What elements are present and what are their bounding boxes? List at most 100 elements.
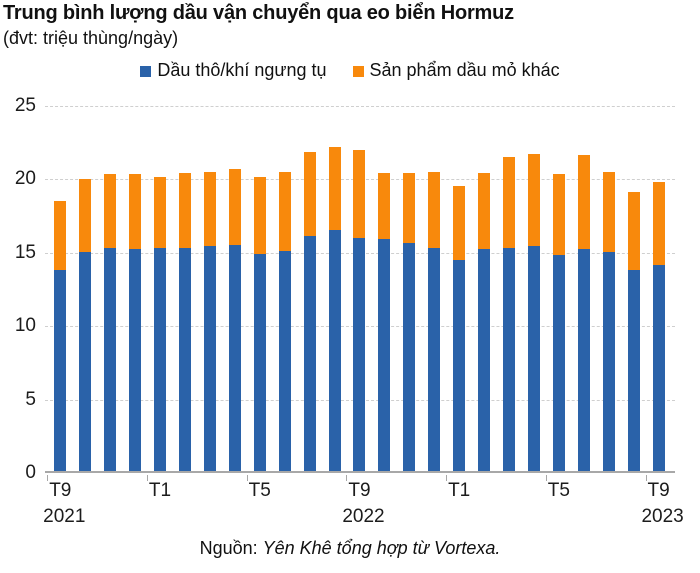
bar-T3/2023 bbox=[503, 156, 516, 471]
x-axis-label-year: 2022 bbox=[342, 506, 385, 527]
x-axis-label-year: 2021 bbox=[43, 506, 86, 527]
chart-legend: Dầu thô/khí ngưng tụ Sản phẩm dầu mỏ khá… bbox=[0, 60, 700, 81]
x-axis-tick bbox=[47, 475, 49, 481]
bar-T7/2022 bbox=[303, 152, 316, 471]
x-axis-label-month: T1 bbox=[448, 480, 471, 501]
x-axis-label-month: T1 bbox=[148, 480, 172, 501]
bar-T10/2021 bbox=[79, 178, 92, 471]
bar-segment-crude bbox=[278, 250, 291, 471]
bar-segment-crude bbox=[527, 246, 540, 471]
bar-segment-crude bbox=[652, 265, 665, 471]
y-axis-label-10: 10 bbox=[14, 315, 36, 337]
legend-item-products: Sản phẩm dầu mỏ khác bbox=[352, 60, 560, 81]
bar-segment-products bbox=[228, 168, 241, 245]
y-axis-label-25: 25 bbox=[14, 95, 36, 116]
bar-T2/2022 bbox=[178, 173, 191, 471]
bar-segment-products bbox=[403, 173, 416, 244]
bar-T9/2022 bbox=[353, 149, 366, 471]
bar-T12/2021 bbox=[129, 174, 142, 471]
bar-segment-crude bbox=[503, 247, 516, 471]
bar-segment-crude bbox=[79, 252, 92, 471]
x-axis-label-month: T9 bbox=[647, 480, 670, 501]
bar-segment-crude bbox=[478, 249, 491, 471]
bar-segment-products bbox=[552, 174, 565, 256]
bar-segment-products bbox=[54, 200, 67, 270]
source-prefix: Nguồn: bbox=[199, 538, 263, 558]
bar-T11/2022 bbox=[403, 173, 416, 471]
x-axis-tick bbox=[446, 475, 448, 481]
bar-segment-crude bbox=[154, 247, 167, 471]
bar-T12/2022 bbox=[428, 171, 441, 471]
x-axis-label-month: T5 bbox=[248, 480, 271, 501]
source-note: Nguồn: Yên Khê tổng hợp từ Vortexa. bbox=[0, 538, 700, 559]
bar-segment-products bbox=[129, 174, 142, 250]
legend-label-products: Sản phẩm dầu mỏ khác bbox=[369, 60, 560, 80]
bar-T10/2022 bbox=[378, 173, 391, 471]
bar-segment-crude bbox=[403, 243, 416, 471]
bar-segment-products bbox=[527, 153, 540, 247]
source-text: Yên Khê tổng hợp từ Vortexa. bbox=[262, 538, 501, 558]
bar-segment-crude bbox=[253, 253, 266, 471]
bar-segment-crude bbox=[129, 249, 142, 471]
bar-T5/2022 bbox=[253, 177, 266, 471]
bar-T9/2021 bbox=[54, 200, 67, 471]
bar-segment-products bbox=[577, 155, 590, 250]
bar-segment-crude bbox=[378, 239, 391, 471]
legend-label-crude: Dầu thô/khí ngưng tụ bbox=[157, 60, 327, 80]
bar-segment-products bbox=[627, 192, 640, 270]
bar-segment-products bbox=[178, 173, 191, 248]
bar-T1/2023 bbox=[453, 186, 466, 471]
bar-segment-crude bbox=[104, 247, 117, 471]
bar-segment-products bbox=[328, 146, 341, 231]
gridline-25 bbox=[45, 106, 675, 107]
bar-segment-products bbox=[353, 149, 366, 238]
bar-segment-crude bbox=[552, 255, 565, 471]
legend-item-crude: Dầu thô/khí ngưng tụ bbox=[140, 60, 327, 81]
chart-subtitle: (đvt: triệu thùng/ngày) bbox=[3, 28, 179, 48]
bar-T4/2023 bbox=[527, 153, 540, 471]
bar-T6/2022 bbox=[278, 171, 291, 471]
bar-segment-crude bbox=[203, 246, 216, 471]
bar-segment-products bbox=[602, 171, 615, 253]
bar-segment-crude bbox=[428, 247, 441, 471]
bar-segment-crude bbox=[303, 236, 316, 471]
plot-area bbox=[45, 106, 675, 473]
bar-segment-products bbox=[428, 171, 441, 248]
x-axis-tick bbox=[246, 475, 248, 481]
x-axis-tick bbox=[545, 475, 547, 481]
x-axis-label-month: T9 bbox=[348, 480, 371, 501]
bar-segment-products bbox=[478, 173, 491, 250]
bar-T8/2022 bbox=[328, 146, 341, 471]
bar-T1/2022 bbox=[154, 177, 167, 471]
bar-segment-crude bbox=[54, 269, 67, 471]
x-axis-label-month: T9 bbox=[49, 480, 72, 501]
bar-segment-products bbox=[278, 171, 291, 251]
x-axis-tick bbox=[346, 475, 348, 481]
x-axis-label-year: 2023 bbox=[641, 506, 684, 527]
bar-segment-crude bbox=[228, 244, 241, 471]
bar-segment-crude bbox=[627, 269, 640, 471]
bar-T5/2023 bbox=[552, 174, 565, 471]
chart-title: Trung bình lượng dầu vận chuyển qua eo b… bbox=[3, 2, 514, 24]
bar-segment-products bbox=[203, 171, 216, 247]
legend-swatch-blue-icon bbox=[140, 66, 152, 77]
bar-T3/2022 bbox=[203, 171, 216, 471]
bar-segment-products bbox=[378, 173, 391, 240]
y-axis-label-20: 20 bbox=[14, 168, 36, 190]
bar-T2/2023 bbox=[478, 173, 491, 471]
bar-segment-products bbox=[104, 174, 117, 248]
bar-segment-products bbox=[652, 181, 665, 266]
bar-T9/2023 bbox=[652, 181, 665, 471]
bar-T8/2023 bbox=[627, 192, 640, 471]
bar-segment-crude bbox=[178, 247, 191, 471]
bar-segment-products bbox=[453, 186, 466, 260]
bar-T6/2023 bbox=[577, 155, 590, 471]
y-axis-label-5: 5 bbox=[25, 388, 36, 410]
bar-T7/2023 bbox=[602, 171, 615, 471]
bar-segment-products bbox=[79, 178, 92, 253]
y-axis-label-15: 15 bbox=[14, 241, 36, 263]
bar-segment-crude bbox=[453, 259, 466, 471]
bar-T4/2022 bbox=[228, 168, 241, 471]
bar-segment-crude bbox=[353, 237, 366, 471]
